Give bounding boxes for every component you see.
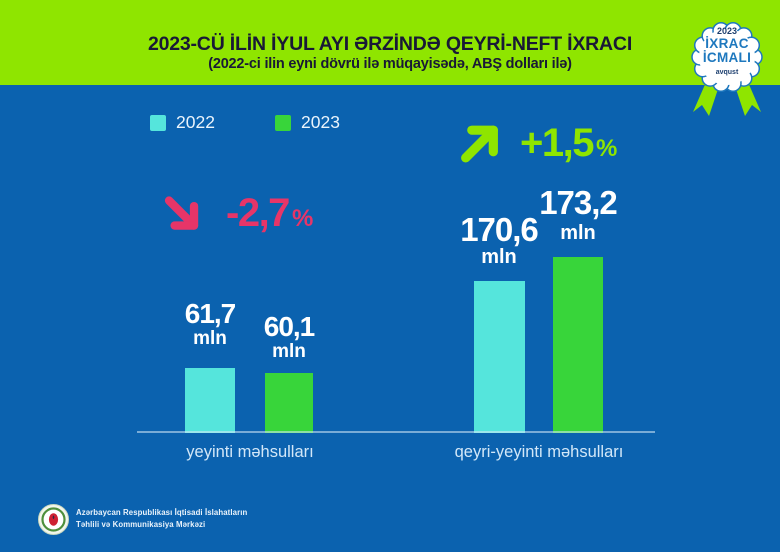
- page-title: 2023-CÜ İLİN İYUL AYI ƏRZİNDƏ QEYRİ-NEFT…: [147, 33, 633, 55]
- legend-swatch-2023: [275, 115, 291, 131]
- legend-label-2022: 2022: [176, 112, 215, 132]
- header-band: 2023-CÜ İLİN İYUL AYI ƏRZİNDƏ QEYRİ-NEFT…: [0, 0, 780, 85]
- value-unit: mln: [481, 246, 517, 269]
- change-indicator-nonfood: +1,5 %: [458, 121, 617, 166]
- organization-name-line2: Təhlili və Kommunikasiya Mərkəzi: [76, 519, 206, 529]
- decrease-arrow-icon: [164, 196, 199, 230]
- value-unit: mln: [193, 327, 227, 349]
- change-text: -2,7 %: [226, 191, 313, 236]
- change-indicator-food: -2,7 %: [162, 191, 313, 236]
- bar-food-2023: [265, 373, 313, 433]
- percent-sign: %: [595, 135, 618, 162]
- change-value: +1,5: [520, 121, 594, 165]
- organization-name-line1: Azərbaycan Respublikası İqtisadi İslahat…: [76, 508, 248, 517]
- organization-name: Azərbaycan Respublikası İqtisadi İslahat…: [76, 507, 247, 530]
- bar-nonfood-2022: [474, 281, 525, 433]
- category-label-nonfood: qeyri-yeyinti məhsulları: [454, 443, 624, 461]
- category-label-food: yeyinti məhsulları: [186, 443, 314, 461]
- value-unit: mln: [560, 222, 596, 245]
- badge-month: avqust: [715, 69, 739, 76]
- rosette-badge-icon: [691, 21, 763, 116]
- change-value: -2,7: [226, 191, 290, 235]
- value-number: 173,2: [539, 184, 618, 221]
- legend-swatch-2022: [150, 115, 166, 131]
- value-unit: mln: [272, 340, 306, 362]
- bar-nonfood-2023: [553, 257, 603, 433]
- value-label-food-2023: 60,1 mln: [264, 312, 315, 362]
- bar-food-2022: [185, 368, 235, 433]
- value-number: 61,7: [184, 298, 236, 329]
- badge-year: 2023: [716, 26, 738, 36]
- edition-badge: 2023 İXRAC İCMALI avqust: [685, 10, 769, 122]
- value-number: 60,1: [263, 311, 315, 342]
- axis-baseline: [137, 431, 655, 433]
- organization-emblem-icon: [38, 504, 69, 535]
- value-label-nonfood-2023: 173,2 mln: [539, 184, 618, 245]
- page-subtitle: (2022-ci ilin eyni dövrü ilə müqayisədə,…: [208, 56, 572, 72]
- value-label-food-2022: 61,7 mln: [185, 299, 236, 349]
- legend-label-2023: 2023: [301, 112, 340, 132]
- value-number: 170,6: [460, 211, 539, 248]
- change-text: +1,5 %: [520, 121, 617, 166]
- value-label-nonfood-2022: 170,6 mln: [460, 211, 539, 269]
- increase-arrow-icon: [461, 125, 498, 163]
- badge-title-line1: İXRAC: [705, 36, 749, 51]
- badge-title-line2: İCMALI: [702, 50, 752, 65]
- percent-sign: %: [291, 205, 314, 232]
